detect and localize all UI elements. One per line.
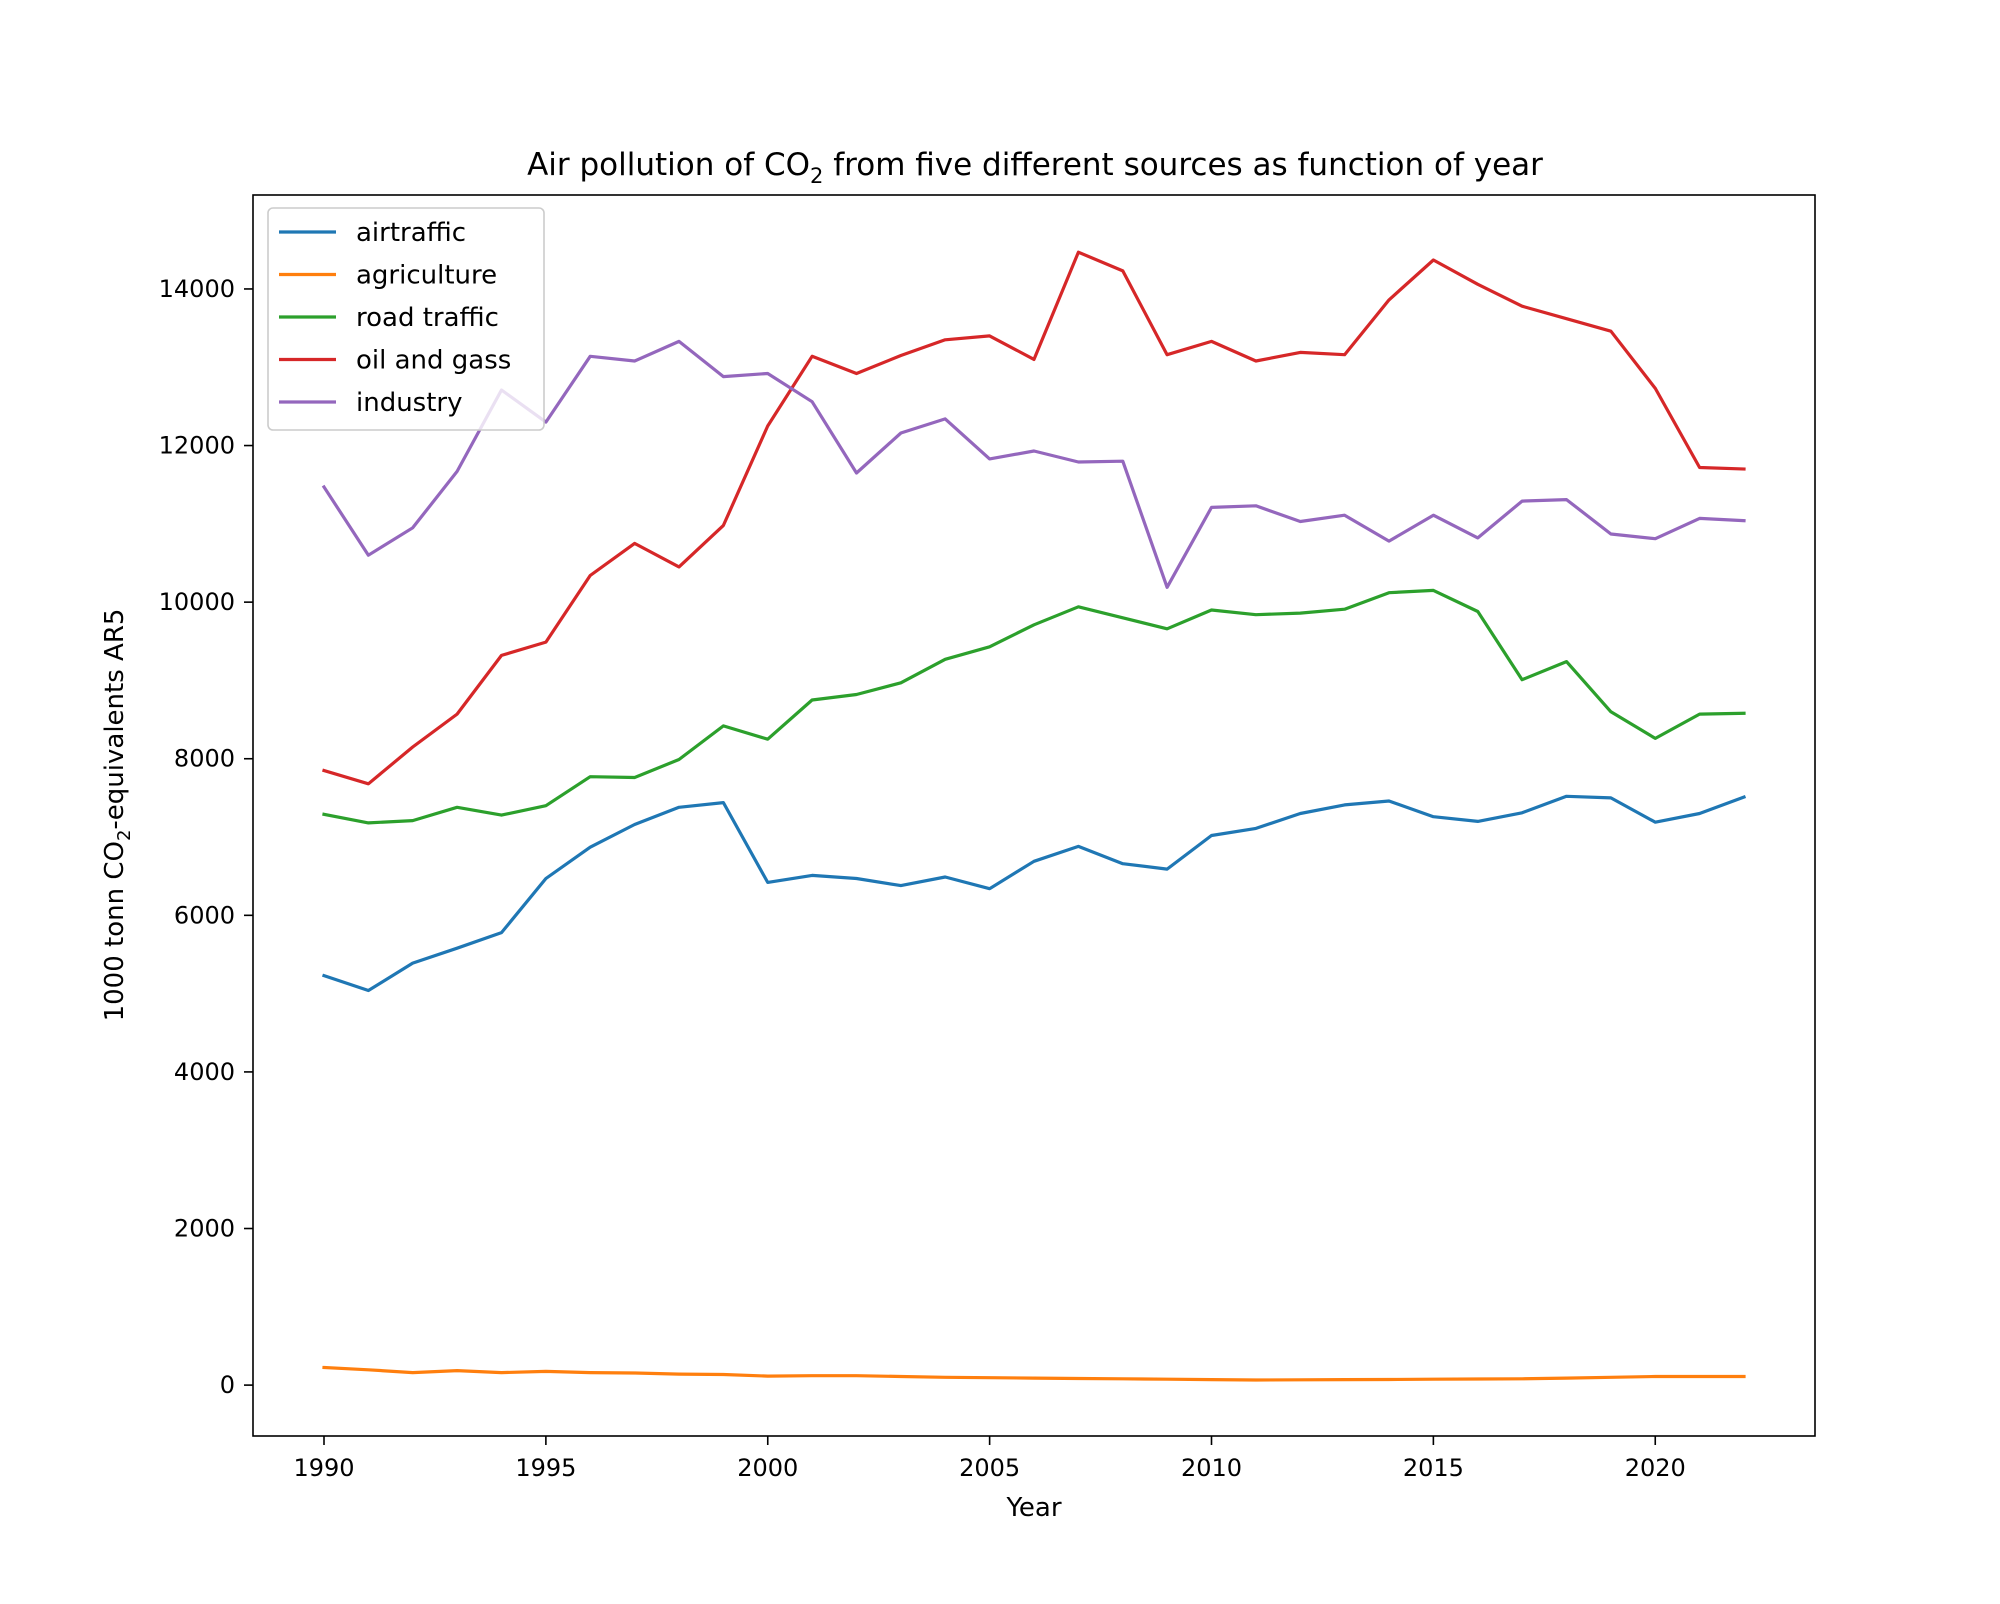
x-tick-label: 1990	[293, 1454, 354, 1482]
series-line-road-traffic	[322, 588, 1746, 825]
series-line-industry	[321, 339, 1746, 589]
legend-label-oil-and-gass: oil and gass	[356, 346, 511, 376]
legend-box	[267, 207, 545, 431]
legend-label-industry: industry	[356, 388, 463, 418]
legend-label-road-traffic: road traffic	[356, 303, 499, 333]
y-tick-label: 12000	[159, 432, 235, 460]
series-line-oil-and-gass	[322, 250, 1746, 786]
legend-label-agriculture: agriculture	[356, 261, 497, 291]
x-tick-label: 2015	[1403, 1454, 1464, 1482]
y-tick-label: 2000	[174, 1215, 235, 1243]
x-tick-label: 2020	[1625, 1454, 1686, 1482]
x-tick-label: 2000	[737, 1454, 798, 1482]
y-axis-label: 1000 tonn CO2-equivalents AR5	[100, 609, 135, 1022]
legend: airtraffic agriculture road traffic oil and…	[267, 207, 545, 431]
y-tick-label: 6000	[174, 901, 235, 929]
plot-frame	[252, 194, 1816, 1437]
x-tick-label: 2005	[959, 1454, 1020, 1482]
series-lines	[321, 250, 1747, 1382]
x-tick-label: 1995	[515, 1454, 576, 1482]
y-tick-label: 14000	[159, 275, 235, 303]
y-tick-label: 8000	[174, 745, 235, 773]
y-axis-ticks: 0 2000 4000 6000 8000 10000 12000 14000	[159, 275, 253, 1399]
chart-title: Air pollution of CO2 from five different…	[527, 147, 1543, 188]
y-tick-label: 0	[220, 1371, 235, 1399]
series-line-airtraffic	[321, 794, 1747, 993]
x-axis-label: Year	[1005, 1493, 1061, 1523]
y-tick-label: 4000	[174, 1058, 235, 1086]
x-tick-label: 2010	[1181, 1454, 1242, 1482]
legend-label-airtraffic: airtraffic	[356, 218, 466, 248]
x-axis-ticks: 1990 1995 2000 2005 2010 2015 2020	[293, 1436, 1686, 1482]
y-tick-label: 10000	[159, 588, 235, 616]
series-line-agriculture	[322, 1365, 1746, 1382]
